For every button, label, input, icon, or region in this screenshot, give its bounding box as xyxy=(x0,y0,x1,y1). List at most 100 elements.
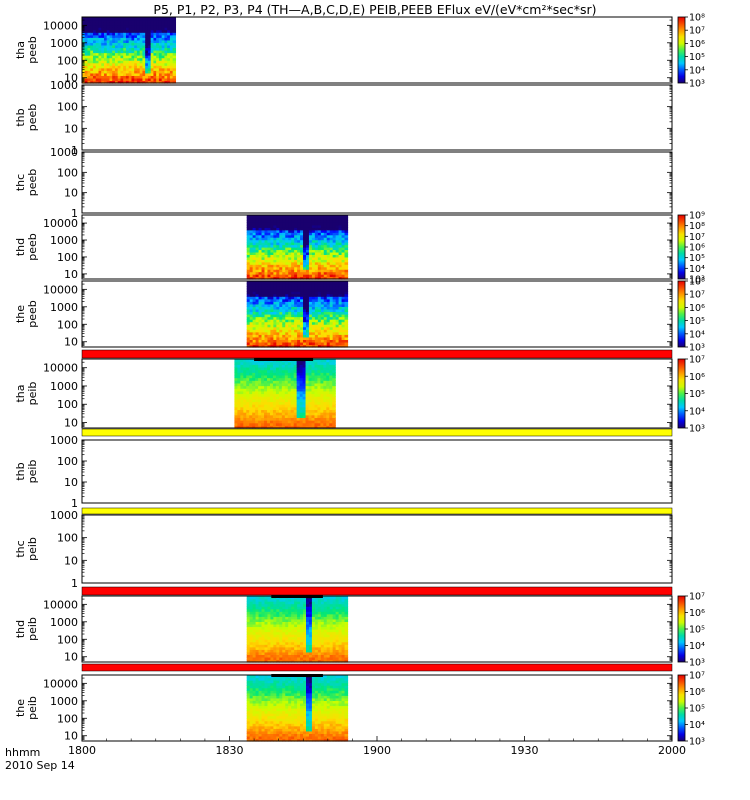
spectrogram-cell xyxy=(142,47,146,51)
spectrogram-cell xyxy=(249,377,253,381)
spectrogram-cell xyxy=(308,372,313,376)
spectrogram-cell xyxy=(341,276,346,280)
spectrogram-cell xyxy=(294,621,298,625)
spectrogram-cell xyxy=(344,254,349,258)
spectrogram-cell xyxy=(131,19,135,23)
spectrogram-cell xyxy=(335,601,340,605)
spectrogram-cell xyxy=(258,425,262,429)
spectrogram-cell xyxy=(311,404,316,408)
spectrogram-cell xyxy=(335,227,340,231)
spectrogram-cell xyxy=(317,621,322,625)
spectrogram-cell xyxy=(161,17,166,21)
spectrogram-cell xyxy=(98,60,102,64)
spectrogram-cell xyxy=(249,291,254,295)
spectrogram-cell xyxy=(284,372,289,376)
spectrogram-cell xyxy=(90,52,94,56)
spectrogram-cell xyxy=(169,29,174,33)
spectrogram-cell xyxy=(158,77,163,82)
spectrogram-cell xyxy=(267,611,272,615)
spectrogram-cell xyxy=(240,382,244,387)
spectrogram-cell xyxy=(270,283,274,287)
spectrogram-cell xyxy=(246,222,251,226)
spectrogram-cell xyxy=(272,374,277,379)
spectrogram-cell xyxy=(120,19,124,23)
spectrogram-cell xyxy=(323,298,328,302)
spectrogram-cell xyxy=(270,629,274,633)
spectrogram-cell xyxy=(120,44,124,49)
spectrogram-cell xyxy=(258,616,263,620)
spectrogram-cell xyxy=(258,251,263,255)
spectrogram-cell xyxy=(281,404,286,408)
spectrogram-cell xyxy=(341,269,346,273)
spectrogram-cell xyxy=(252,623,257,628)
spectrogram-cell xyxy=(282,334,286,338)
spectrogram-cell xyxy=(320,308,325,313)
spectrogram-cell xyxy=(296,412,301,416)
spectrogram-cell xyxy=(95,60,100,64)
spectrogram-cell xyxy=(114,65,119,69)
spectrogram-cell xyxy=(161,37,166,41)
spectrogram-cell xyxy=(153,27,157,31)
spectrogram-cell xyxy=(103,42,108,46)
spectrogram-cell xyxy=(332,339,337,343)
spectrogram-cell xyxy=(281,412,286,416)
spectrogram-cell xyxy=(103,32,108,36)
spectrogram-cell xyxy=(153,57,157,61)
spectrogram-cell xyxy=(288,336,292,340)
spectrogram-cell xyxy=(335,326,340,330)
spectrogram-cell xyxy=(87,70,91,74)
spectrogram-cell xyxy=(246,229,251,233)
spectrogram-cell xyxy=(264,222,269,226)
spectrogram-cell xyxy=(285,659,289,663)
spectrogram-cell xyxy=(252,359,256,363)
spectrogram-cell xyxy=(252,269,257,273)
spectrogram-cell xyxy=(169,52,174,56)
spectrogram-cell xyxy=(123,70,127,74)
spectrogram-cell xyxy=(95,52,100,56)
spectrogram-cell xyxy=(249,215,254,219)
spectrogram-cell xyxy=(291,329,295,333)
spectrogram-cell xyxy=(332,377,336,381)
spectrogram-cell xyxy=(264,314,269,318)
spectrogram-cell xyxy=(279,613,283,617)
spectrogram-cell xyxy=(300,611,304,615)
spectrogram-cell xyxy=(258,414,262,418)
spectrogram-cell xyxy=(106,47,111,51)
spectrogram-cell xyxy=(294,651,298,655)
spectrogram-cell xyxy=(237,414,241,418)
spectrogram-cell xyxy=(258,385,262,389)
panel-frame xyxy=(81,439,673,504)
spectrogram-cell xyxy=(264,651,269,655)
spectrogram-cell xyxy=(281,374,286,379)
spectrogram-cell xyxy=(123,62,127,66)
spectrogram-cell xyxy=(317,425,321,429)
spectrogram-cell xyxy=(92,77,97,82)
spectrogram-cell xyxy=(317,316,322,320)
spectrogram-cell xyxy=(273,644,277,648)
spectrogram-cell xyxy=(338,301,343,305)
spectrogram-cell xyxy=(341,249,346,253)
spectrogram-cell xyxy=(258,641,263,645)
spectrogram-cell xyxy=(270,339,274,343)
spectrogram-cell xyxy=(282,254,286,258)
spectrogram-cell xyxy=(299,398,304,403)
spectrogram-cell xyxy=(317,331,322,335)
spectrogram-cell xyxy=(335,219,340,223)
spectrogram-cell xyxy=(323,306,328,310)
spectrogram-cell xyxy=(314,388,319,392)
spectrogram-cell xyxy=(150,50,155,54)
spectrogram-cell xyxy=(341,321,346,325)
spectrogram-cell xyxy=(98,44,102,49)
spectrogram-cell xyxy=(90,44,94,49)
spectrogram-cell xyxy=(338,249,343,253)
spectrogram-cell xyxy=(153,67,157,71)
spectrogram-cell xyxy=(273,608,277,612)
spectrogram-cell xyxy=(300,606,304,610)
spectrogram-cell xyxy=(272,425,277,429)
spectrogram-cell xyxy=(131,17,135,21)
spectrogram-cell xyxy=(255,406,259,411)
spectrogram-cell xyxy=(103,77,108,82)
spectrogram-cell xyxy=(308,613,313,617)
spectrogram-cell xyxy=(323,234,328,238)
spectrogram-cell xyxy=(287,377,292,381)
